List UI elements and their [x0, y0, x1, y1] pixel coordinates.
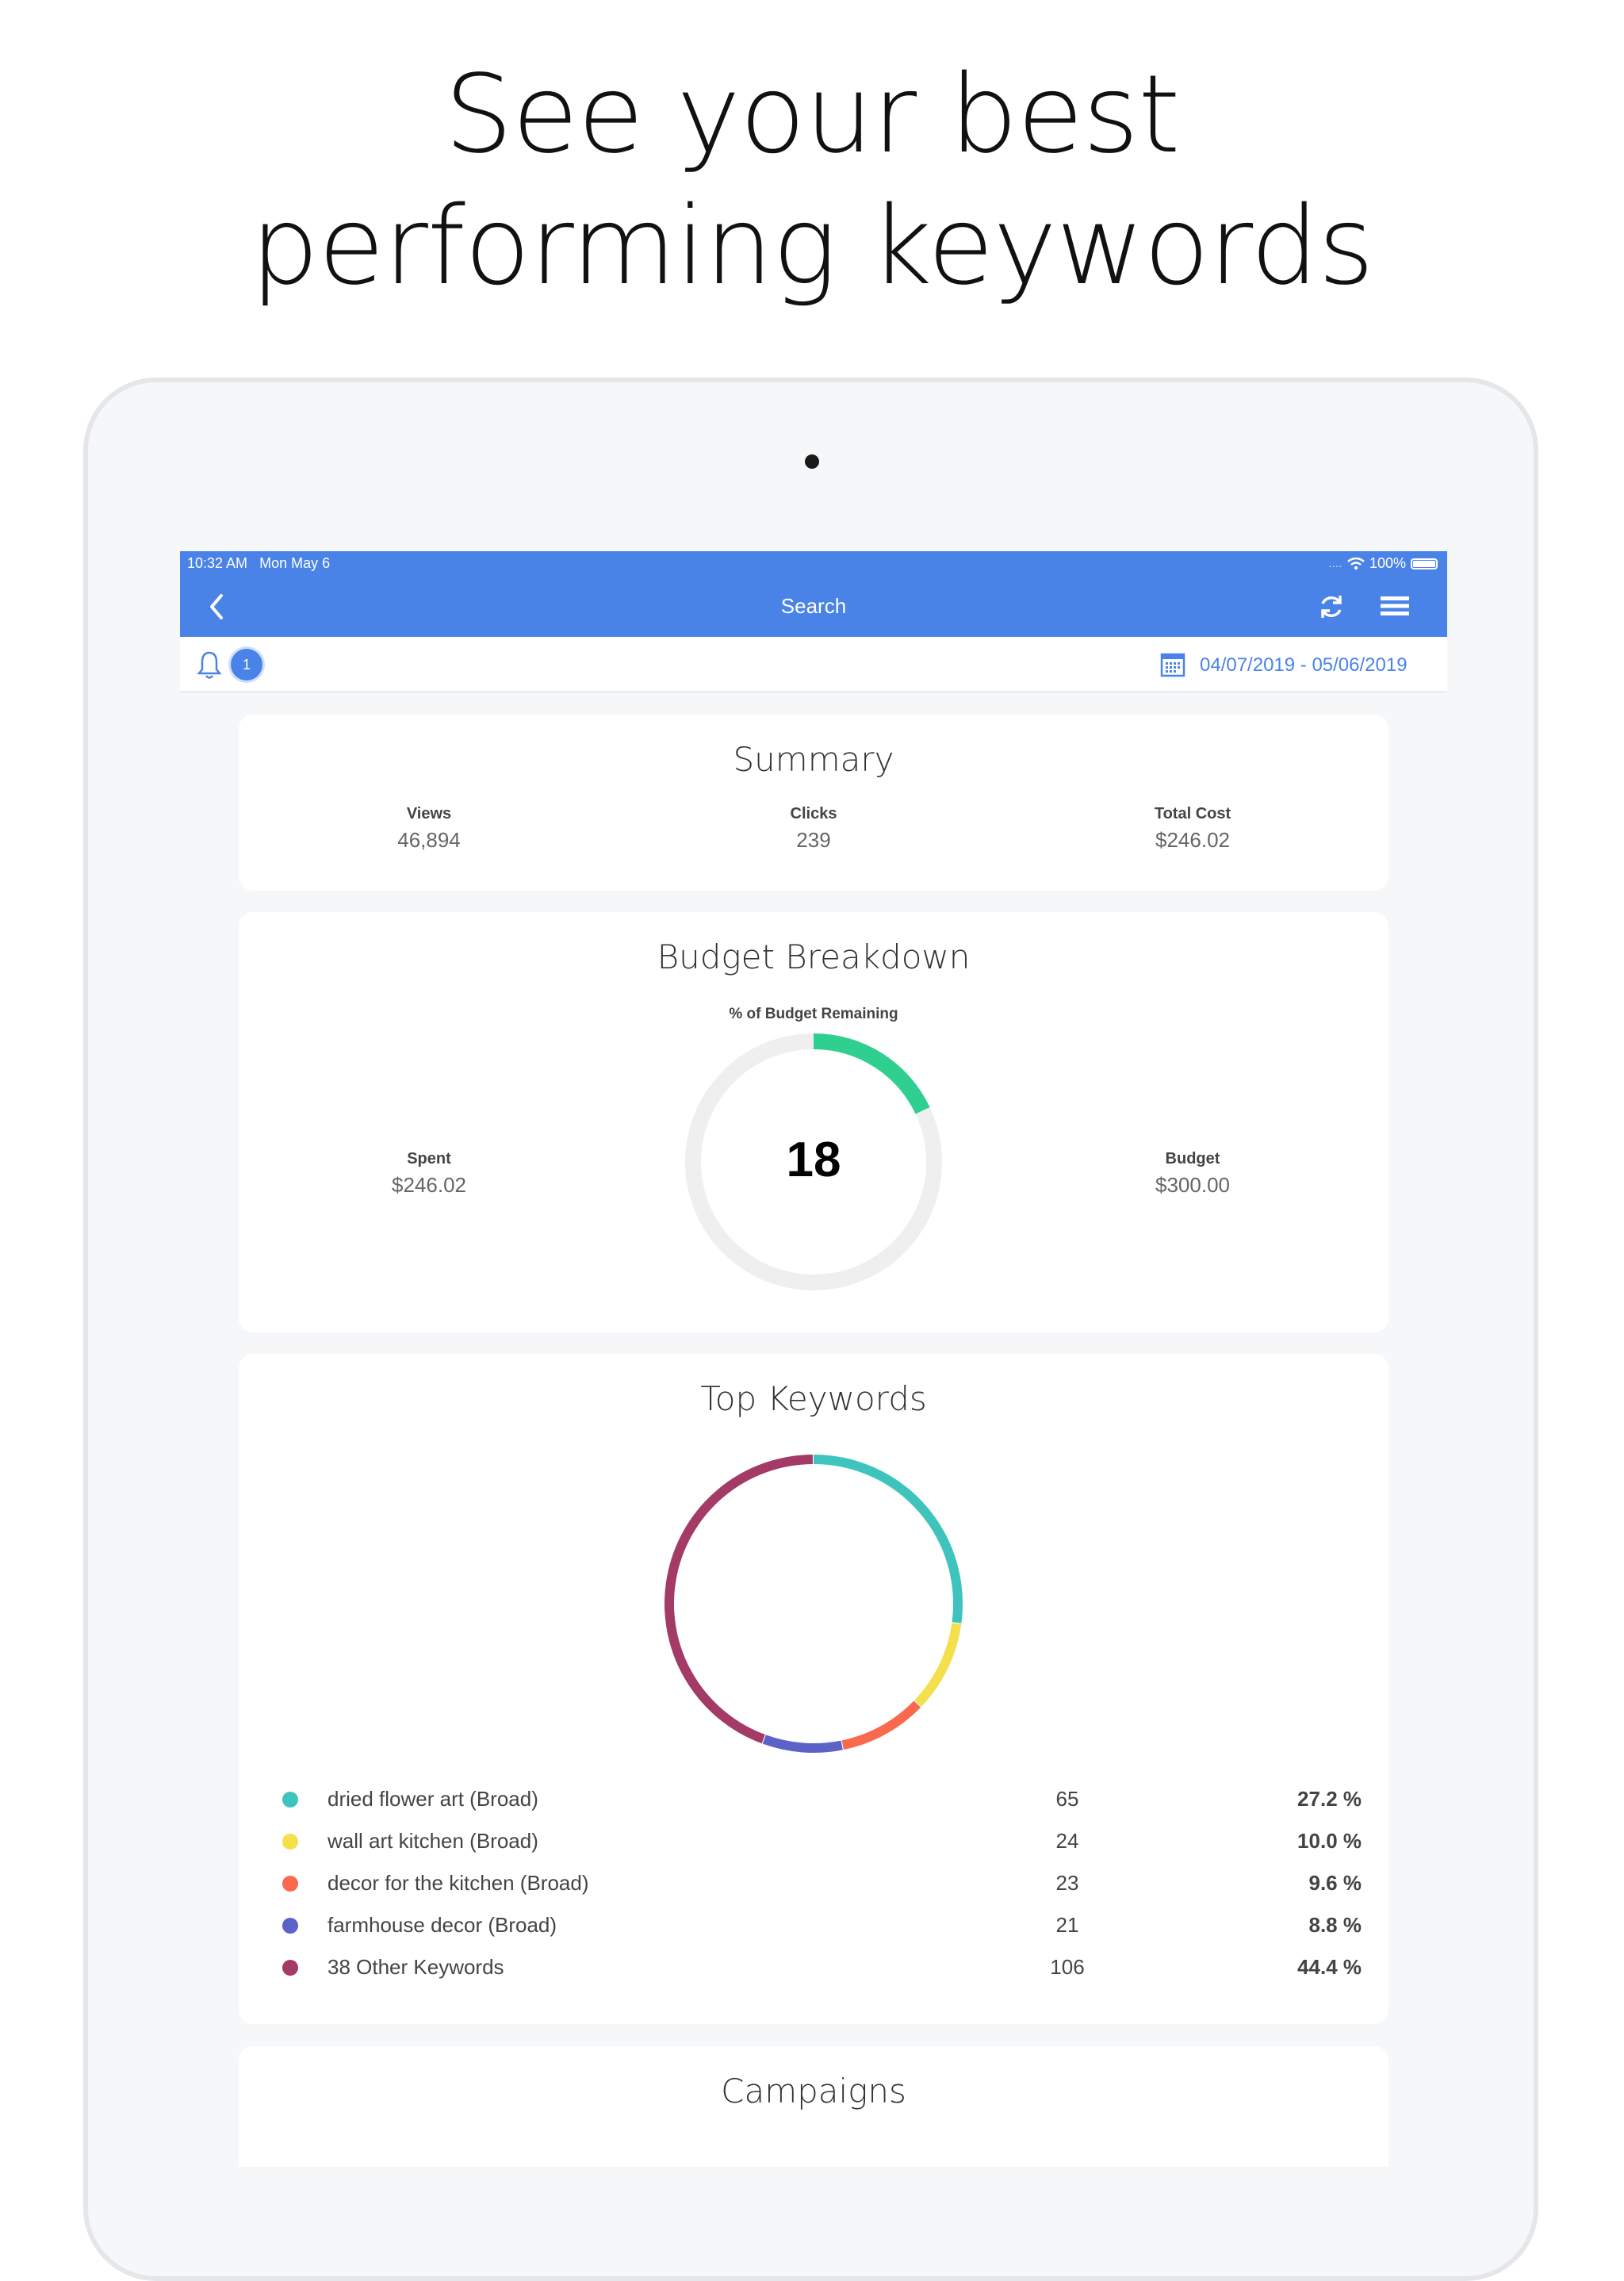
legend-item[interactable]: decor for the kitchen (Broad) 23 9.6 %: [239, 1866, 1388, 1898]
stat-label: Total Cost: [1154, 805, 1231, 822]
budget-gauge: [685, 1033, 942, 1290]
budget-card: Budget Breakdown % of Budget Remaining 1…: [239, 912, 1388, 1332]
legend-percent: 9.6 %: [1308, 1871, 1362, 1895]
legend-percent: 27.2 %: [1297, 1787, 1362, 1811]
headline: See your best performing keywords: [0, 49, 1624, 312]
keywords-legend: dried flower art (Broad) 65 27.2 % wall art…: [239, 1782, 1388, 1988]
app-screen: 10:32 AM Mon May 6 .... 100% Search: [180, 551, 1447, 2167]
keywords-donut-chart: [665, 1455, 963, 1753]
stat-label: Views: [406, 805, 452, 822]
battery-percent: 100%: [1369, 555, 1406, 571]
legend-percent: 10.0 %: [1297, 1829, 1362, 1853]
legend-color-dot: [282, 1876, 298, 1892]
signal-icon: ....: [1328, 558, 1342, 569]
calendar-icon[interactable]: [1160, 650, 1185, 677]
legend-item[interactable]: dried flower art (Broad) 65 27.2 %: [239, 1782, 1388, 1814]
summary-title: Summary: [733, 740, 894, 779]
stat-value: 239: [796, 828, 831, 852]
legend-count: 106: [1050, 1955, 1085, 1979]
top-keywords-card: Top Keywords dried flower art (Broad) 65 2…: [239, 1354, 1388, 2024]
gauge-remaining-arc: [813, 1033, 930, 1114]
gauge-value: 18: [786, 1133, 841, 1187]
legend-percent: 8.8 %: [1308, 1913, 1362, 1937]
stat-budget: Budget $300.00: [1074, 1150, 1312, 1198]
nav-bar: Search: [180, 575, 1447, 637]
headline-line-2: performing keywords: [250, 184, 1374, 309]
stat-spent: Spent $246.02: [310, 1150, 548, 1198]
status-clock: 10:32 AM: [187, 555, 248, 571]
legend-count: 65: [1055, 1787, 1079, 1811]
hamburger-menu-icon[interactable]: [1379, 592, 1411, 619]
stat-clicks: Clicks 239: [695, 805, 933, 853]
gauge-label: % of Budget Remaining: [729, 1006, 898, 1022]
wifi-icon: [1347, 557, 1365, 569]
legend-color-dot: [282, 1834, 298, 1850]
stat-label: Budget: [1165, 1150, 1220, 1167]
status-date: Mon May 6: [259, 555, 331, 571]
budget-title: Budget Breakdown: [657, 937, 971, 976]
campaigns-card: Campaigns: [239, 2046, 1388, 2167]
legend-count: 21: [1055, 1913, 1079, 1937]
legend-count: 23: [1055, 1871, 1079, 1895]
legend-color-dot: [282, 1792, 298, 1808]
legend-item[interactable]: farmhouse decor (Broad) 21 8.8 %: [239, 1908, 1388, 1940]
donut-slice-1[interactable]: [914, 1623, 962, 1707]
summary-card: Summary Views 46,894 Clicks 239 Total Co…: [239, 715, 1388, 891]
donut-slice-3[interactable]: [762, 1735, 843, 1753]
legend-keyword: 38 Other Keywords: [327, 1955, 504, 1979]
stat-value: $300.00: [1155, 1173, 1230, 1197]
camera-dot: [805, 454, 819, 469]
top-keywords-title: Top Keywords: [700, 1379, 927, 1418]
legend-keyword: dried flower art (Broad): [327, 1787, 538, 1811]
campaigns-title: Campaigns: [721, 2072, 906, 2110]
status-bar: 10:32 AM Mon May 6 .... 100%: [180, 551, 1447, 575]
donut-slice-4[interactable]: [665, 1455, 813, 1744]
stat-label: Clicks: [790, 805, 837, 822]
stat-total-cost: Total Cost $246.02: [1074, 805, 1312, 853]
stat-label: Spent: [407, 1150, 451, 1167]
battery-icon: [1411, 558, 1438, 569]
donut-slice-0[interactable]: [813, 1455, 963, 1624]
status-indicators: .... 100%: [1329, 555, 1438, 572]
nav-title: Search: [780, 594, 847, 618]
status-time: 10:32 AM Mon May 6: [187, 555, 330, 572]
donut-slice-2[interactable]: [841, 1700, 921, 1750]
legend-percent: 44.4 %: [1297, 1955, 1362, 1979]
filter-bar: 1 04/07/2019 - 05/06/2019: [180, 637, 1447, 693]
stat-value: $246.02: [392, 1173, 466, 1197]
legend-keyword: wall art kitchen (Broad): [327, 1829, 538, 1853]
date-range-picker[interactable]: 04/07/2019 - 05/06/2019: [1200, 654, 1408, 676]
stat-views: Views 46,894: [310, 805, 548, 853]
legend-item[interactable]: 38 Other Keywords 106 44.4 %: [239, 1950, 1388, 1982]
chevron-left-icon[interactable]: [202, 591, 231, 623]
stat-value: $246.02: [1155, 828, 1230, 852]
legend-keyword: decor for the kitchen (Broad): [327, 1871, 589, 1895]
legend-color-dot: [282, 1918, 298, 1934]
headline-line-1: See your best: [444, 52, 1180, 178]
notification-badge[interactable]: 1: [231, 649, 262, 680]
legend-keyword: farmhouse decor (Broad): [327, 1913, 557, 1937]
legend-color-dot: [282, 1960, 298, 1976]
bell-icon[interactable]: [196, 650, 223, 680]
legend-item[interactable]: wall art kitchen (Broad) 24 10.0 %: [239, 1824, 1388, 1856]
refresh-icon[interactable]: [1316, 591, 1347, 623]
stat-value: 46,894: [397, 828, 461, 852]
legend-count: 24: [1055, 1829, 1079, 1853]
